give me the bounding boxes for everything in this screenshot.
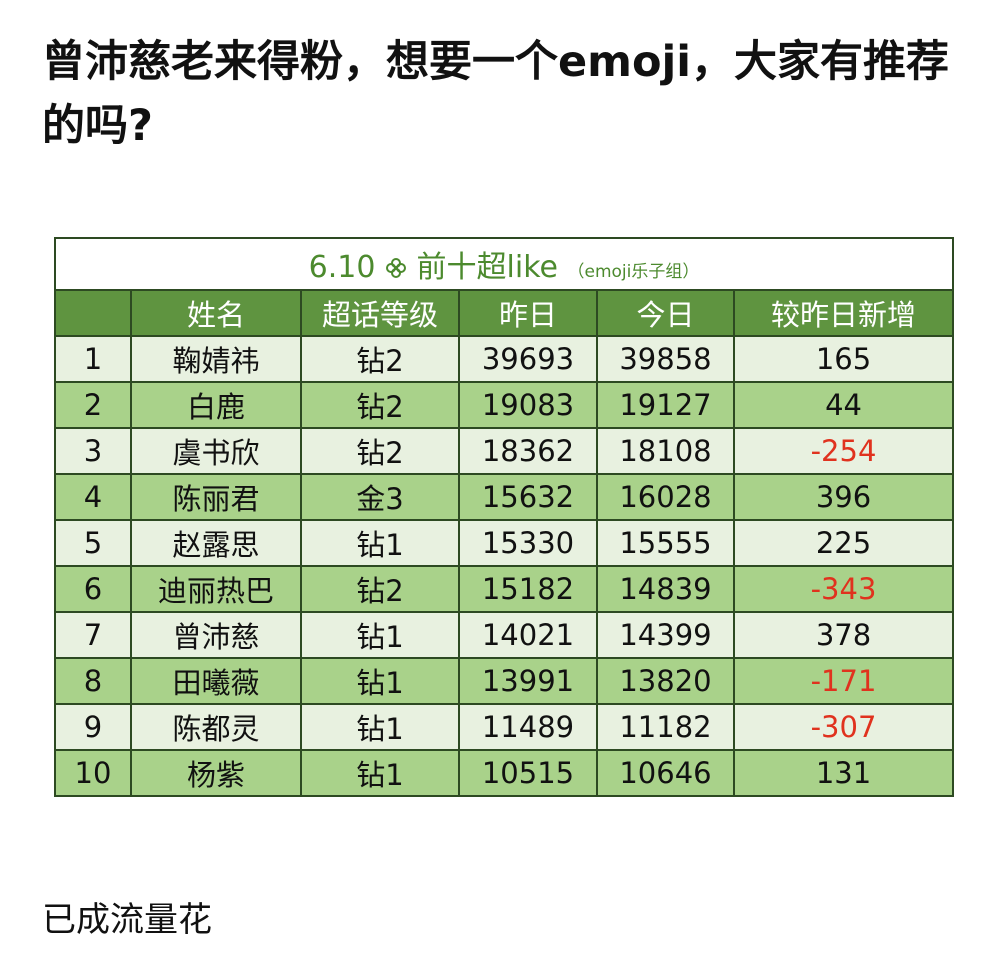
table-cell: 10515 bbox=[458, 749, 598, 797]
table-cell: 16028 bbox=[596, 473, 735, 521]
table-cell: -171 bbox=[732, 657, 955, 705]
table-cell: 钻2 bbox=[300, 381, 460, 429]
table-cell: 13991 bbox=[458, 657, 598, 705]
table-cell: 39858 bbox=[596, 335, 735, 383]
table-cell: -343 bbox=[732, 565, 955, 613]
table-cell: 7 bbox=[54, 611, 132, 659]
table-cell: 陈都灵 bbox=[130, 703, 302, 751]
table-cell: 15182 bbox=[458, 565, 598, 613]
table-cell: 5 bbox=[54, 519, 132, 567]
caption-note: （emoji乐子组） bbox=[567, 262, 700, 282]
table-cell: 曾沛慈 bbox=[130, 611, 302, 659]
table-cell: 18362 bbox=[458, 427, 598, 475]
table-row: 10 杨紫 钻1 10515 10646 131 bbox=[54, 749, 955, 797]
post-title: 曾沛慈老来得粉，想要一个emoji，大家有推荐的吗? bbox=[42, 37, 949, 151]
table-cell: -254 bbox=[732, 427, 955, 475]
table-cell: 15632 bbox=[458, 473, 598, 521]
table-body: 1 鞠婧祎 钻2 39693 39858 165 2 白鹿 钻2 19083 19127 44 3 虞书欣… bbox=[54, 335, 955, 797]
caption-title: 前十超like bbox=[416, 250, 558, 285]
table-cell: 1 bbox=[54, 335, 132, 383]
table-cell: 鞠婧祎 bbox=[130, 335, 302, 383]
header-cell: 超话等级 bbox=[300, 289, 460, 337]
header-cell: 姓名 bbox=[130, 289, 302, 337]
table-cell: 钻2 bbox=[300, 565, 460, 613]
header-cell bbox=[54, 289, 132, 337]
table-cell: 14839 bbox=[596, 565, 735, 613]
table-cell: 金3 bbox=[300, 473, 460, 521]
table-cell: -307 bbox=[732, 703, 955, 751]
table-cell: 9 bbox=[54, 703, 132, 751]
header-cell: 今日 bbox=[596, 289, 735, 337]
header-cell: 较昨日新增 bbox=[732, 289, 955, 337]
table-cell: 钻1 bbox=[300, 611, 460, 659]
table-cell: 378 bbox=[732, 611, 955, 659]
table-cell: 2 bbox=[54, 381, 132, 429]
table-row: 9 陈都灵 钻1 11489 11182 -307 bbox=[54, 703, 955, 751]
table-row: 5 赵露思 钻1 15330 15555 225 bbox=[54, 519, 955, 567]
table-row: 6 迪丽热巴 钻2 15182 14839 -343 bbox=[54, 565, 955, 613]
table-cell: 6 bbox=[54, 565, 132, 613]
table-cell: 44 bbox=[732, 381, 955, 429]
table-cell: 19083 bbox=[458, 381, 598, 429]
table-cell: 13820 bbox=[596, 657, 735, 705]
table-cell: 4 bbox=[54, 473, 132, 521]
table-cell: 田曦薇 bbox=[130, 657, 302, 705]
table-cell: 11182 bbox=[596, 703, 735, 751]
table-cell: 14399 bbox=[596, 611, 735, 659]
table-cell: 11489 bbox=[458, 703, 598, 751]
table-cell: 白鹿 bbox=[130, 381, 302, 429]
header-row: 姓名 超话等级 昨日 今日 较昨日新增 bbox=[54, 289, 955, 337]
table-row: 7 曾沛慈 钻1 14021 14399 378 bbox=[54, 611, 955, 659]
table-cell: 杨紫 bbox=[130, 749, 302, 797]
table-cell: 钻1 bbox=[300, 657, 460, 705]
table-cell: 钻2 bbox=[300, 335, 460, 383]
table-cell: 3 bbox=[54, 427, 132, 475]
table-cell: 钻1 bbox=[300, 703, 460, 751]
table-cell: 225 bbox=[732, 519, 955, 567]
table-cell: 39693 bbox=[458, 335, 598, 383]
table-cell: 15555 bbox=[596, 519, 735, 567]
ranking-table: 6.10 前十超like （emoji乐子组） 姓名 超话等级 昨日 今日 较昨日新增 … bbox=[53, 237, 955, 797]
table-cell: 10646 bbox=[596, 749, 735, 797]
table-row: 2 白鹿 钻2 19083 19127 44 bbox=[54, 381, 955, 429]
table-cell: 赵露思 bbox=[130, 519, 302, 567]
table-cell: 15330 bbox=[458, 519, 598, 567]
table-cell: 131 bbox=[732, 749, 955, 797]
table-cell: 钻1 bbox=[300, 519, 460, 567]
table-cell: 396 bbox=[732, 473, 955, 521]
table-cell: 18108 bbox=[596, 427, 735, 475]
header-cell: 昨日 bbox=[458, 289, 598, 337]
caption-date: 6.10 bbox=[308, 250, 376, 285]
table-cell: 8 bbox=[54, 657, 132, 705]
table-cell: 钻1 bbox=[300, 749, 460, 797]
table-row: 4 陈丽君 金3 15632 16028 396 bbox=[54, 473, 955, 521]
table-cell: 14021 bbox=[458, 611, 598, 659]
flower-icon bbox=[385, 258, 406, 278]
table-row: 3 虞书欣 钻2 18362 18108 -254 bbox=[54, 427, 955, 475]
table-cell: 10 bbox=[54, 749, 132, 797]
table-caption: 6.10 前十超like （emoji乐子组） bbox=[53, 237, 955, 291]
table-row: 1 鞠婧祎 钻2 39693 39858 165 bbox=[54, 335, 955, 383]
table-cell: 钻2 bbox=[300, 427, 460, 475]
table-cell: 19127 bbox=[596, 381, 735, 429]
table-cell: 虞书欣 bbox=[130, 427, 302, 475]
post-footer: 已成流量花 bbox=[42, 900, 212, 940]
table-cell: 陈丽君 bbox=[130, 473, 302, 521]
table-cell: 迪丽热巴 bbox=[130, 565, 302, 613]
table-cell: 165 bbox=[732, 335, 955, 383]
table-row: 8 田曦薇 钻1 13991 13820 -171 bbox=[54, 657, 955, 705]
